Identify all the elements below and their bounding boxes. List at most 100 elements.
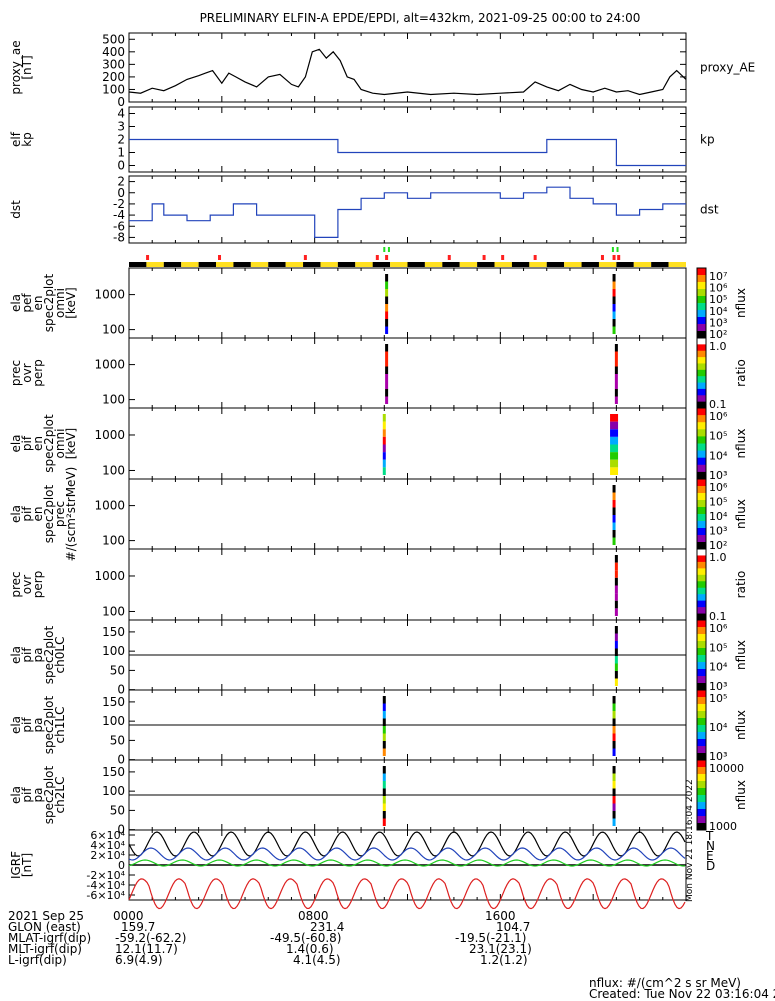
footer-label-4: L-igrf(dip) xyxy=(8,953,67,967)
colorbar-label: nflux xyxy=(734,780,748,810)
colorbar-swatch xyxy=(697,802,706,810)
orbit-bar-segment xyxy=(494,262,512,267)
orbit-bar-segment xyxy=(529,262,547,267)
panel-frame-2 xyxy=(128,175,687,244)
colorbar-swatch xyxy=(697,415,706,423)
y-axis-label: spec2plot xyxy=(42,484,56,543)
colorbar-swatch xyxy=(697,542,706,550)
colorbar-tick-label: 1000 xyxy=(709,820,737,833)
event-stripe xyxy=(612,507,616,515)
y-axis-label: pef xyxy=(20,293,34,313)
colorbar-swatch xyxy=(697,767,706,775)
orbit-bar-segment xyxy=(250,262,269,267)
colorbar-tick-label: 10⁴ xyxy=(709,510,728,523)
orbit-bar-segment xyxy=(407,262,425,267)
colorbar-swatch xyxy=(697,457,706,466)
colorbar-label: nflux xyxy=(734,288,748,318)
event-stripe xyxy=(612,326,616,334)
footer-label-0: 2021 Sep 25 xyxy=(8,909,85,923)
event-stripe xyxy=(614,562,618,571)
event-stripe xyxy=(614,633,618,641)
colorbar-swatch xyxy=(697,450,706,459)
event-stripe xyxy=(612,741,616,749)
orbit-bar-segment xyxy=(163,262,182,267)
event-stripe xyxy=(614,374,618,382)
event-stripe xyxy=(614,577,618,586)
event-stripe xyxy=(382,459,386,468)
y-axis-label: omni xyxy=(53,288,67,318)
colorbar-prec_ovr_perp_2 xyxy=(696,548,707,621)
colorbar-swatch xyxy=(697,697,706,705)
event-stripe xyxy=(612,748,616,756)
colorbar-swatch xyxy=(697,662,706,670)
y-tick-label: -6 xyxy=(113,219,125,233)
event-stripe xyxy=(612,726,616,734)
colorbar-tick-label: 10³ xyxy=(709,750,727,763)
y-tick-label: 150 xyxy=(102,625,125,639)
colorbar-swatch xyxy=(697,401,706,409)
y-axis-label: prec xyxy=(9,571,23,597)
y-tick-label: 1 xyxy=(117,146,125,160)
colorbar-swatch xyxy=(697,574,706,582)
y-tick-label: -4 xyxy=(113,208,125,222)
y-axis-label: ch0LC xyxy=(53,637,67,674)
y-axis-label: kp xyxy=(20,132,34,147)
footer-v2-1: 231.4 xyxy=(310,920,345,934)
colorbar-tick-label: 10⁵ xyxy=(709,293,727,306)
event-stripe xyxy=(385,281,389,289)
colorbar-swatch xyxy=(697,634,706,642)
orbit-bar-segment xyxy=(285,262,304,267)
igrf-legend-T: T xyxy=(705,829,714,843)
colorbar-swatch xyxy=(697,711,706,719)
colorbar-tick-label: 10⁵ xyxy=(709,496,727,509)
y-axis-label: en xyxy=(31,296,45,311)
event-stripe xyxy=(612,788,616,796)
legend-kp: kp xyxy=(700,133,715,147)
event-stripe xyxy=(382,429,386,437)
y-axis-label: perp xyxy=(31,571,45,599)
colorbar-tick-label: 10⁵ xyxy=(709,430,727,443)
igrf-series-T xyxy=(128,831,686,857)
orbit-bar-segment xyxy=(320,262,338,267)
y-tick-label: -6×10⁴ xyxy=(86,889,125,902)
colorbar-pif_en_spec2plot_omni xyxy=(696,407,707,480)
y-axis-label: ela xyxy=(9,434,23,452)
colorbar-pa_spec2plot_ch1LC xyxy=(696,689,707,761)
colorbar-tick-label: 10⁴ xyxy=(709,661,728,674)
y-axis-label: pa xyxy=(31,718,45,733)
footer-v3-2: -19.5(-21.1) xyxy=(455,931,527,945)
orbit-marker-red xyxy=(600,255,604,260)
colorbar-swatch xyxy=(697,669,706,677)
orbit-bar-segment xyxy=(355,262,373,267)
colorbar-swatch xyxy=(697,388,706,396)
colorbar-swatch xyxy=(697,746,706,754)
event-stripe xyxy=(612,522,616,530)
orbit-marker-red xyxy=(533,255,537,260)
event-stripe xyxy=(614,359,618,367)
orbit-bar-segment xyxy=(233,262,251,267)
colorbar-tick-label: 10⁶ xyxy=(709,481,728,494)
event-stripe xyxy=(385,319,389,327)
y-tick-label: 0 xyxy=(117,823,125,837)
orbit-bar-segment xyxy=(372,262,391,267)
colorbar-swatch xyxy=(697,594,706,602)
y-tick-label: 4 xyxy=(117,107,125,121)
colorbar-tick-label: 10³ xyxy=(709,469,727,482)
orbit-bar-segment xyxy=(633,262,652,267)
event-stripe xyxy=(382,421,386,430)
event-stripe xyxy=(614,351,618,359)
orbit-marker-red xyxy=(501,255,505,260)
y-axis-label: proxy_ae xyxy=(9,40,23,94)
y-tick-label: 0 xyxy=(117,753,125,767)
orbit-bar-segment xyxy=(129,262,147,267)
event-stripe xyxy=(612,311,616,319)
orbit-marker-red xyxy=(385,255,389,260)
colorbar-swatch xyxy=(697,357,706,364)
event-stripe xyxy=(385,389,389,397)
y-axis-label: pif xyxy=(20,506,34,522)
event-stripe xyxy=(385,359,389,367)
colorbar-tick-label: 10000 xyxy=(709,762,744,775)
event-stripe xyxy=(614,641,618,649)
orbit-bar-segment xyxy=(651,262,669,267)
orbit-marker-green xyxy=(611,247,614,252)
